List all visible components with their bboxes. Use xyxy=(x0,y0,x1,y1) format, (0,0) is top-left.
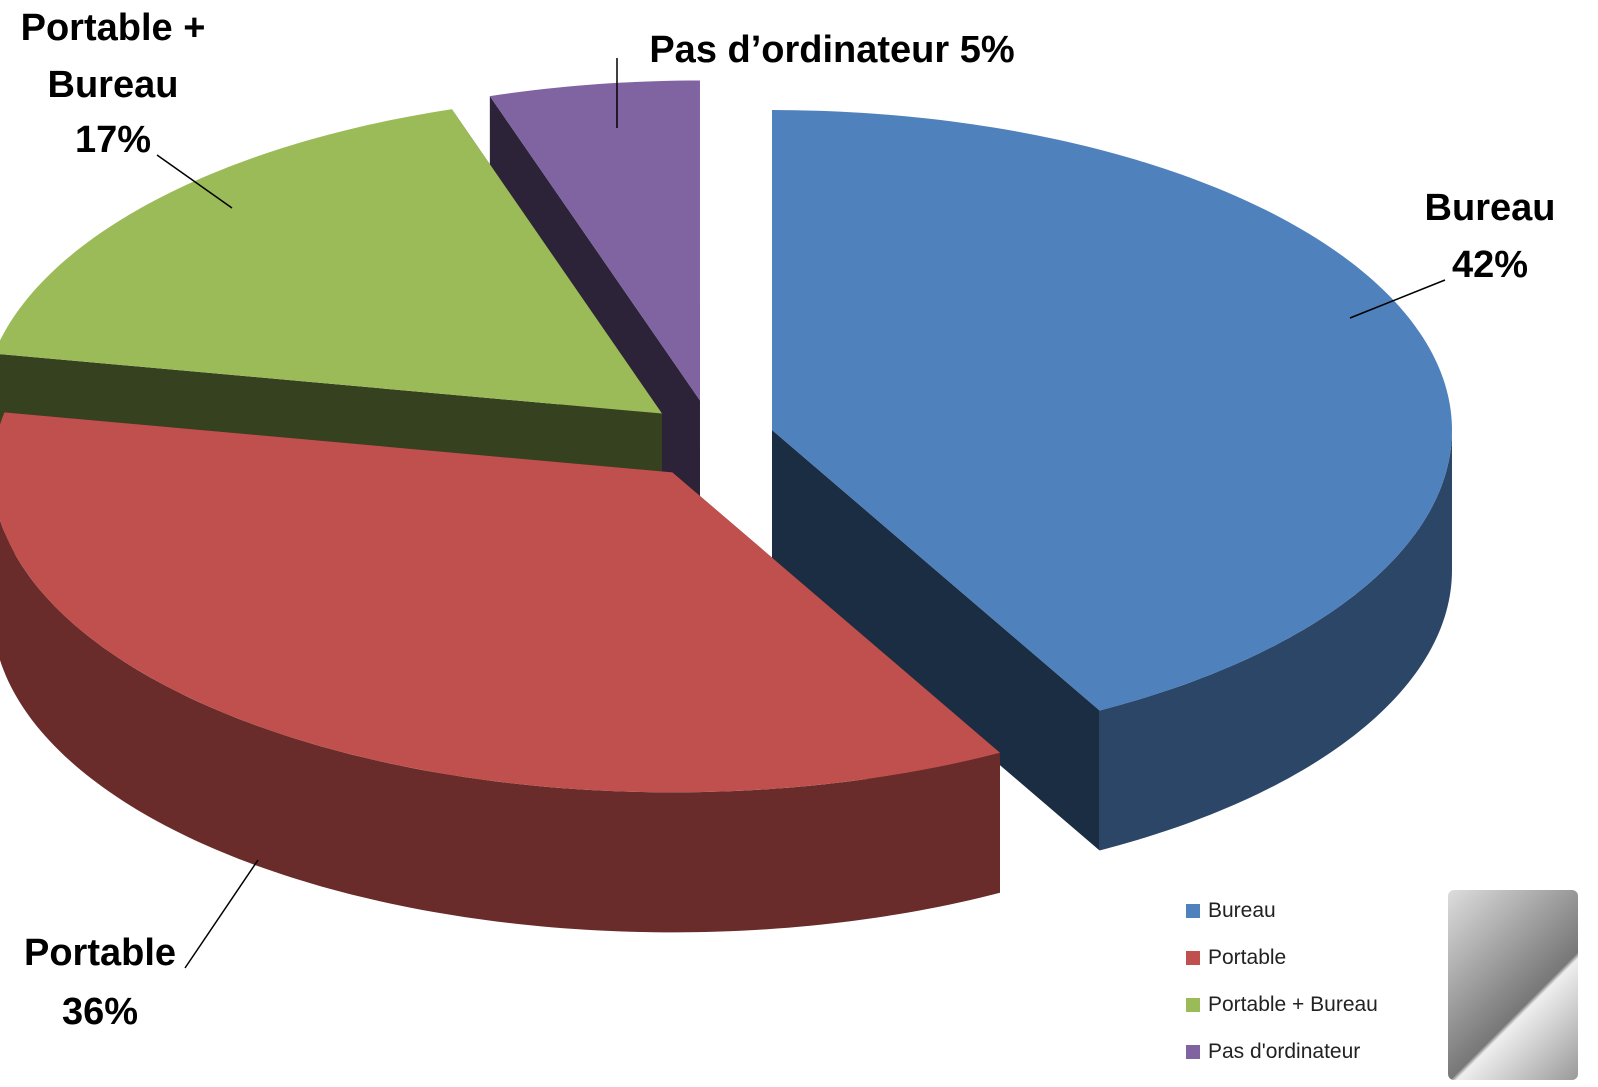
legend-item: Portable + Bureau xyxy=(1186,993,1378,1017)
data-label-value: 36% xyxy=(62,984,138,1041)
data-label: Pas d’ordinateur 5% xyxy=(649,22,1014,79)
legend-label: Pas d'ordinateur xyxy=(1208,1040,1360,1064)
watermark xyxy=(1448,890,1578,1080)
data-label-name: Bureau xyxy=(1425,180,1556,237)
legend-swatch xyxy=(1186,904,1200,918)
data-label-value: 17% xyxy=(75,112,151,169)
chart xyxy=(0,0,1598,1087)
legend-swatch xyxy=(1186,951,1200,965)
data-label-name: Portable + Bureau xyxy=(0,0,238,114)
legend-swatch xyxy=(1186,1045,1200,1059)
data-label-value: 42% xyxy=(1452,237,1528,294)
legend-label: Portable + Bureau xyxy=(1208,993,1378,1017)
legend-label: Portable xyxy=(1208,946,1286,970)
page: Bureau 42% Portable 36% Portable + Burea… xyxy=(0,0,1598,1087)
legend-label: Bureau xyxy=(1208,899,1276,923)
data-label-name: Portable xyxy=(24,925,176,982)
legend-item: Portable xyxy=(1186,946,1286,970)
data-label-value: 5% xyxy=(960,29,1015,71)
data-label-name: Pas d’ordinateur xyxy=(649,29,949,71)
legend-swatch xyxy=(1186,998,1200,1012)
legend-item: Bureau xyxy=(1186,899,1276,923)
legend-item: Pas d'ordinateur xyxy=(1186,1040,1360,1064)
leader-line xyxy=(185,860,258,968)
